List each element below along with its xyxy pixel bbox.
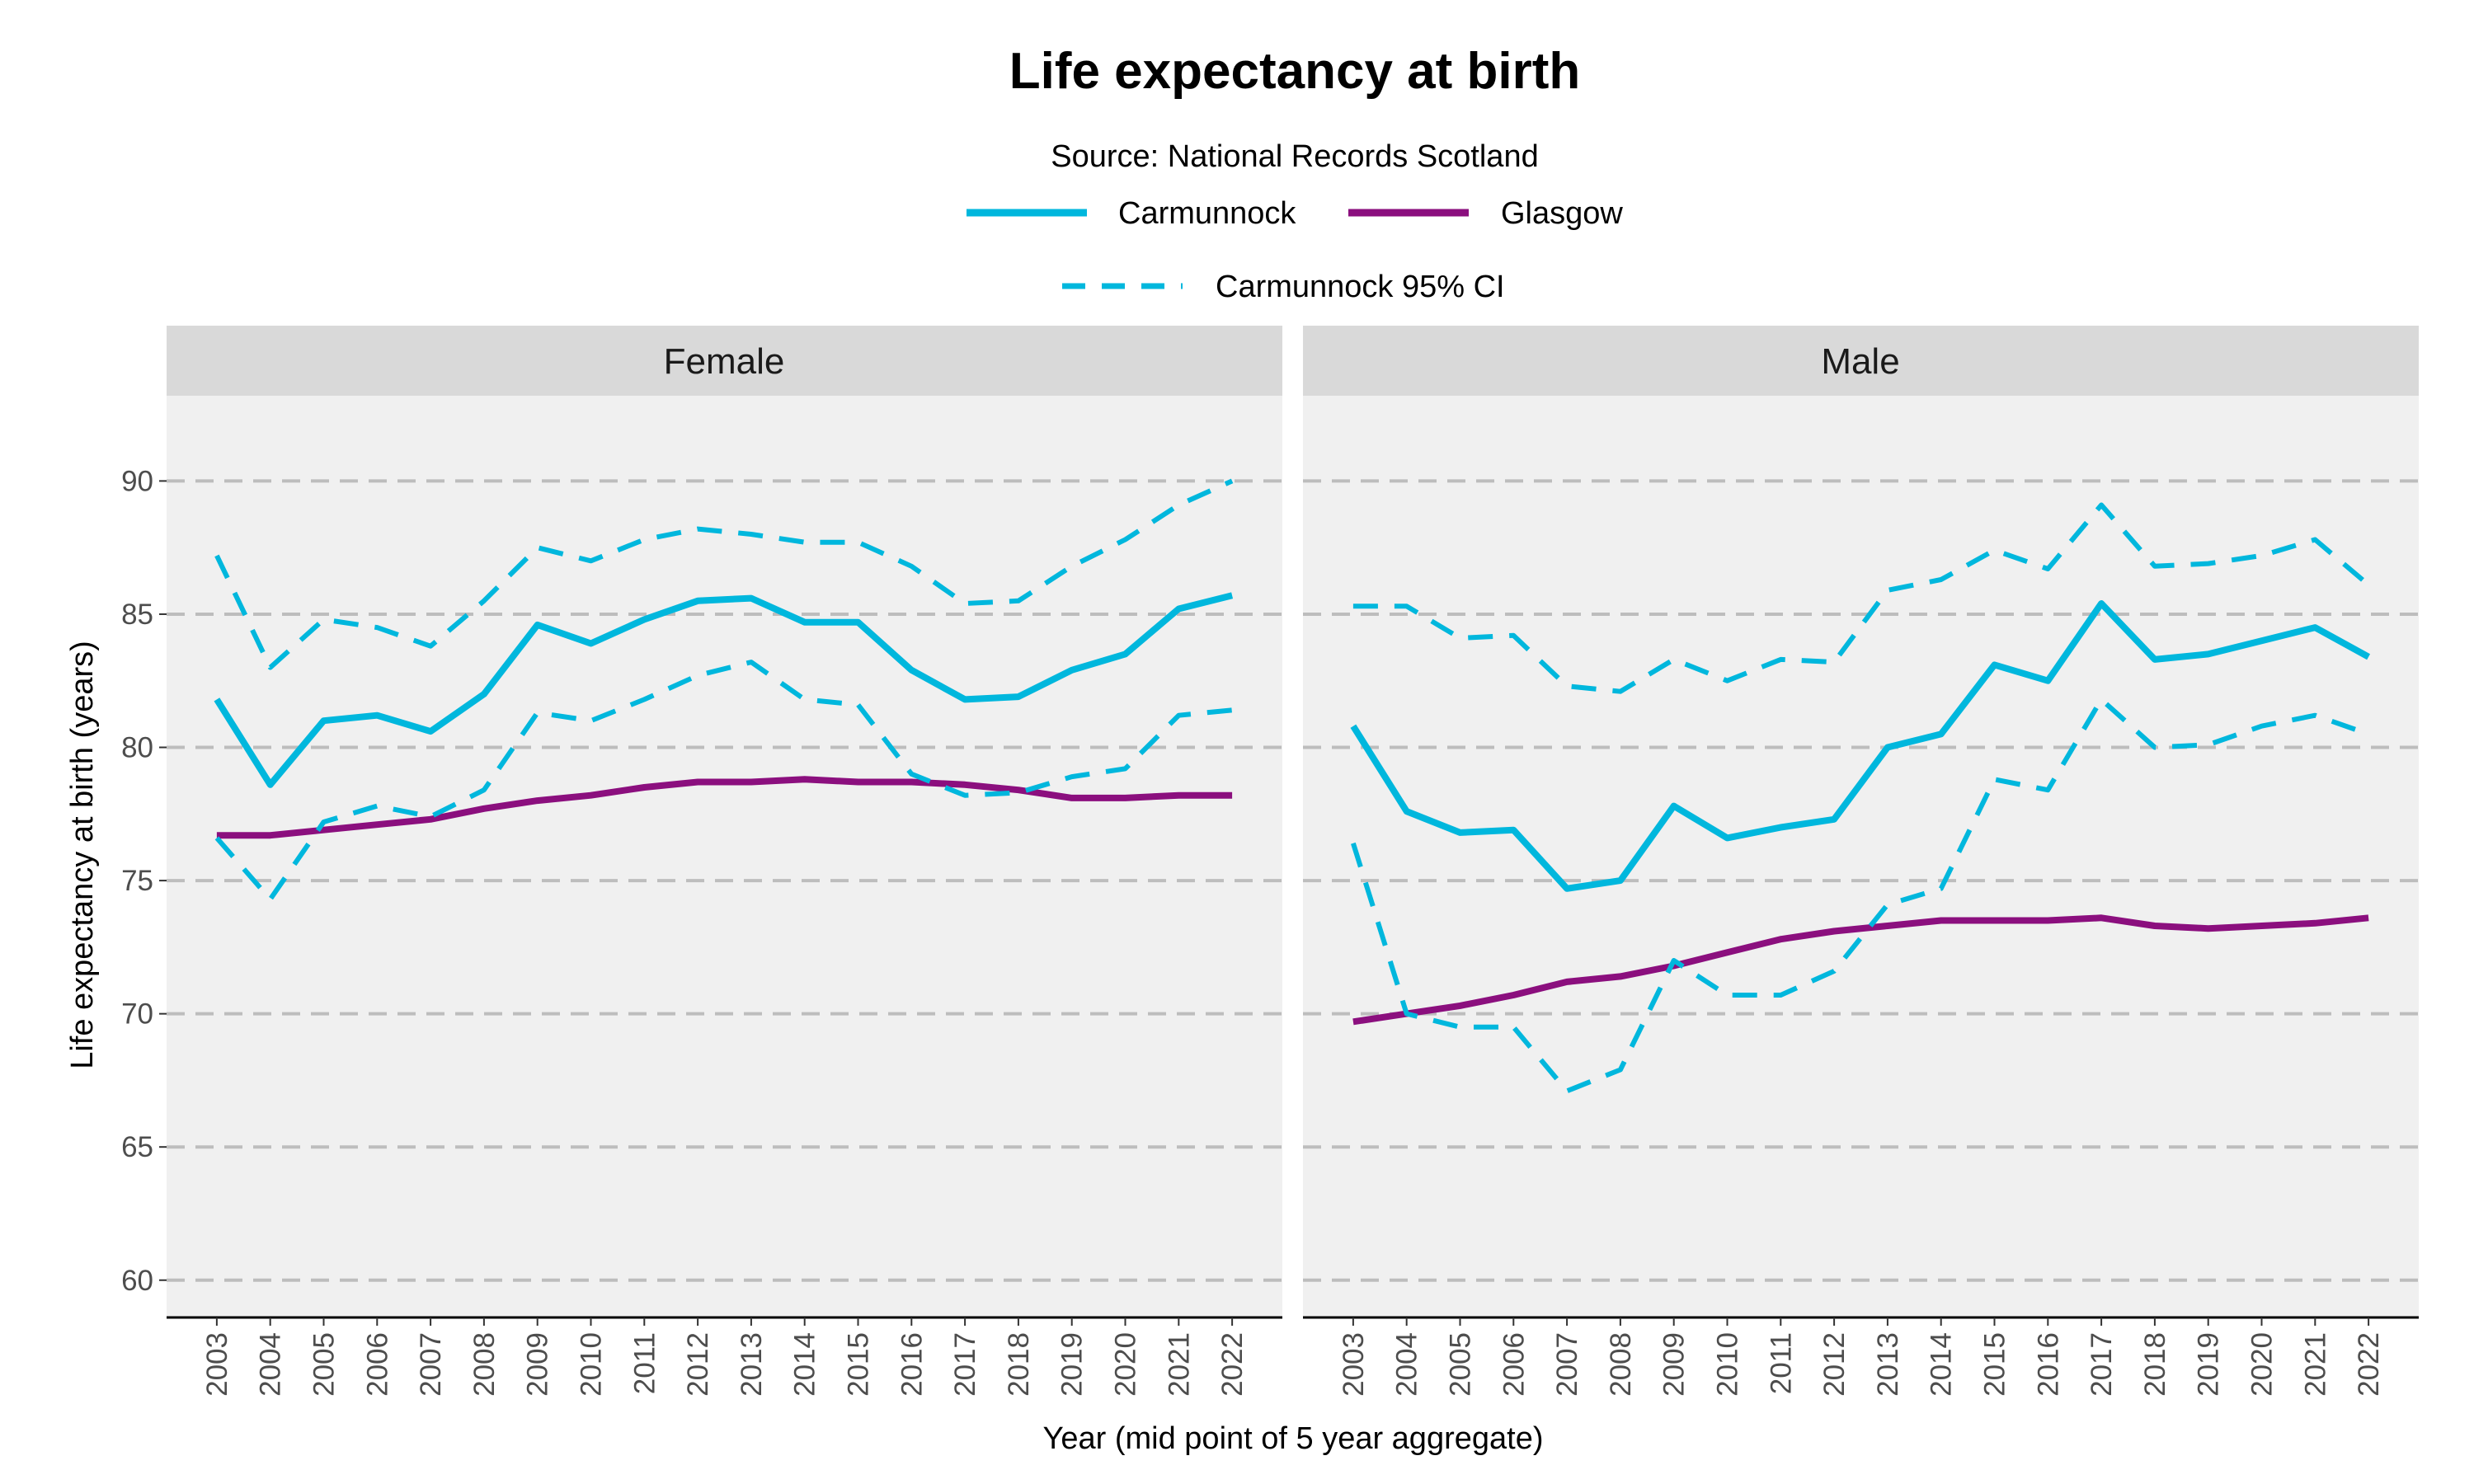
x-tick-label-male-2005: 2005 bbox=[1444, 1332, 1476, 1397]
x-tick-label-male-2017: 2017 bbox=[2086, 1332, 2118, 1397]
lines-male bbox=[1350, 502, 2371, 1094]
x-tick-label-female-2003: 2003 bbox=[201, 1332, 233, 1397]
x-tick-label-female-2012: 2012 bbox=[682, 1332, 714, 1397]
x-tick-label-male-2014: 2014 bbox=[1926, 1332, 1958, 1397]
x-tick-label-male-2011: 2011 bbox=[1765, 1332, 1797, 1394]
x-tick-label-female-2013: 2013 bbox=[736, 1332, 768, 1397]
lines-female bbox=[214, 478, 1234, 902]
series-female-glasgow bbox=[216, 776, 1233, 839]
x-tick-label-male-2018: 2018 bbox=[2139, 1332, 2171, 1397]
x-tick-label-female-2011: 2011 bbox=[628, 1332, 661, 1394]
series-female-carmunnock-95-ci-upper bbox=[214, 478, 1234, 670]
x-tick-label-male-2007: 2007 bbox=[1551, 1332, 1583, 1397]
x-tick-label-female-2007: 2007 bbox=[415, 1332, 447, 1397]
x-tick-label-male-2004: 2004 bbox=[1391, 1332, 1423, 1397]
y-tick-label-65: 65 bbox=[121, 1131, 153, 1163]
y-tick-label-70: 70 bbox=[121, 998, 153, 1031]
y-tick-label-75: 75 bbox=[121, 865, 153, 897]
series-male-carmunnock bbox=[1350, 600, 2371, 892]
y-ticks-female: 60 65 70 75 80 85 90 bbox=[121, 465, 167, 1297]
plot-area-male bbox=[1303, 396, 2419, 1317]
x-tick-label-female-2009: 2009 bbox=[522, 1332, 554, 1397]
x-tick-label-male-2015: 2015 bbox=[1979, 1332, 2011, 1397]
strip-label-female: Female bbox=[664, 341, 785, 382]
y-tick-label-80: 80 bbox=[121, 732, 153, 764]
x-tick-label-male-2009: 2009 bbox=[1658, 1332, 1691, 1397]
x-tick-label-male-2013: 2013 bbox=[1872, 1332, 1904, 1397]
x-tick-label-male-2020: 2020 bbox=[2246, 1332, 2279, 1397]
x-tick-label-male-2003: 2003 bbox=[1338, 1332, 1370, 1397]
x-tick-label-female-2010: 2010 bbox=[575, 1332, 607, 1397]
x-tick-label-female-2006: 2006 bbox=[361, 1332, 393, 1397]
x-tick-label-male-2006: 2006 bbox=[1498, 1332, 1530, 1397]
strip-female bbox=[167, 326, 1282, 396]
y-axis-title: Life expectancy at birth (years) bbox=[65, 641, 100, 1069]
x-tick-label-female-2020: 2020 bbox=[1110, 1332, 1142, 1397]
x-tick-label-female-2004: 2004 bbox=[255, 1332, 287, 1397]
legend-label-carmunnock: Carmunnock bbox=[1118, 196, 1296, 231]
x-tick-label-male-2022: 2022 bbox=[2353, 1332, 2385, 1397]
series-male-glasgow bbox=[1352, 914, 2369, 1026]
x-tick-label-male-2010: 2010 bbox=[1711, 1332, 1743, 1397]
strip-label-male: Male bbox=[1821, 341, 1899, 382]
panel-female: Female 2003 2004 2005 2006 2007 2008 2009 2010 2… bbox=[121, 326, 1282, 1397]
x-tick-label-female-2016: 2016 bbox=[896, 1332, 928, 1397]
x-tick-label-male-2012: 2012 bbox=[1818, 1332, 1851, 1397]
x-axis-title: Year (mid point of 5 year aggregate) bbox=[1043, 1421, 1544, 1456]
x-tick-label-female-2021: 2021 bbox=[1163, 1332, 1195, 1397]
x-tick-label-female-2008: 2008 bbox=[468, 1332, 501, 1397]
plot-area-female bbox=[167, 396, 1282, 1317]
x-tick-label-female-2017: 2017 bbox=[949, 1332, 981, 1397]
x-tick-label-male-2008: 2008 bbox=[1605, 1332, 1637, 1397]
series-male-carmunnock-95-ci-lower bbox=[1351, 697, 2370, 1094]
y-tick-label-90: 90 bbox=[121, 465, 153, 497]
x-ticks-male: 2003 2004 2005 2006 2007 2008 2009 2010 2011 2012… bbox=[1338, 1317, 2385, 1397]
x-tick-label-female-2022: 2022 bbox=[1216, 1332, 1249, 1397]
grid-male bbox=[1303, 479, 2419, 1282]
chart-subtitle: Source: National Records Scotland bbox=[1051, 139, 1538, 174]
x-tick-label-male-2016: 2016 bbox=[2032, 1332, 2064, 1397]
panel-male: Male 2003 2004 2005 2006 2007 2008 2009 2010 201… bbox=[1303, 326, 2419, 1397]
series-female-carmunnock bbox=[214, 592, 1234, 788]
x-tick-label-female-2019: 2019 bbox=[1056, 1332, 1089, 1397]
x-tick-label-female-2015: 2015 bbox=[843, 1332, 875, 1397]
series-female-carmunnock-95-ci-lower bbox=[214, 660, 1233, 902]
x-ticks-female: 2003 2004 2005 2006 2007 2008 2009 2010 2011 2012… bbox=[201, 1317, 1249, 1397]
x-tick-label-female-2018: 2018 bbox=[1003, 1332, 1035, 1397]
legend-label-carmunnock-ci: Carmunnock 95% CI bbox=[1216, 270, 1505, 304]
legend-label-glasgow: Glasgow bbox=[1501, 196, 1623, 231]
x-tick-label-male-2019: 2019 bbox=[2193, 1332, 2225, 1397]
x-tick-label-female-2005: 2005 bbox=[308, 1332, 340, 1397]
strip-male bbox=[1303, 326, 2419, 396]
chart-title: Life expectancy at birth bbox=[1009, 43, 1581, 100]
y-tick-label-85: 85 bbox=[121, 599, 153, 631]
x-tick-label-male-2021: 2021 bbox=[2299, 1332, 2331, 1397]
legend: Carmunnock Glasgow Carmunnock 95% CI bbox=[967, 196, 1623, 304]
series-male-carmunnock-95-ci-upper bbox=[1352, 502, 2371, 694]
x-tick-label-female-2014: 2014 bbox=[789, 1332, 821, 1397]
grid-female bbox=[167, 479, 1282, 1282]
y-tick-label-60: 60 bbox=[121, 1265, 153, 1297]
